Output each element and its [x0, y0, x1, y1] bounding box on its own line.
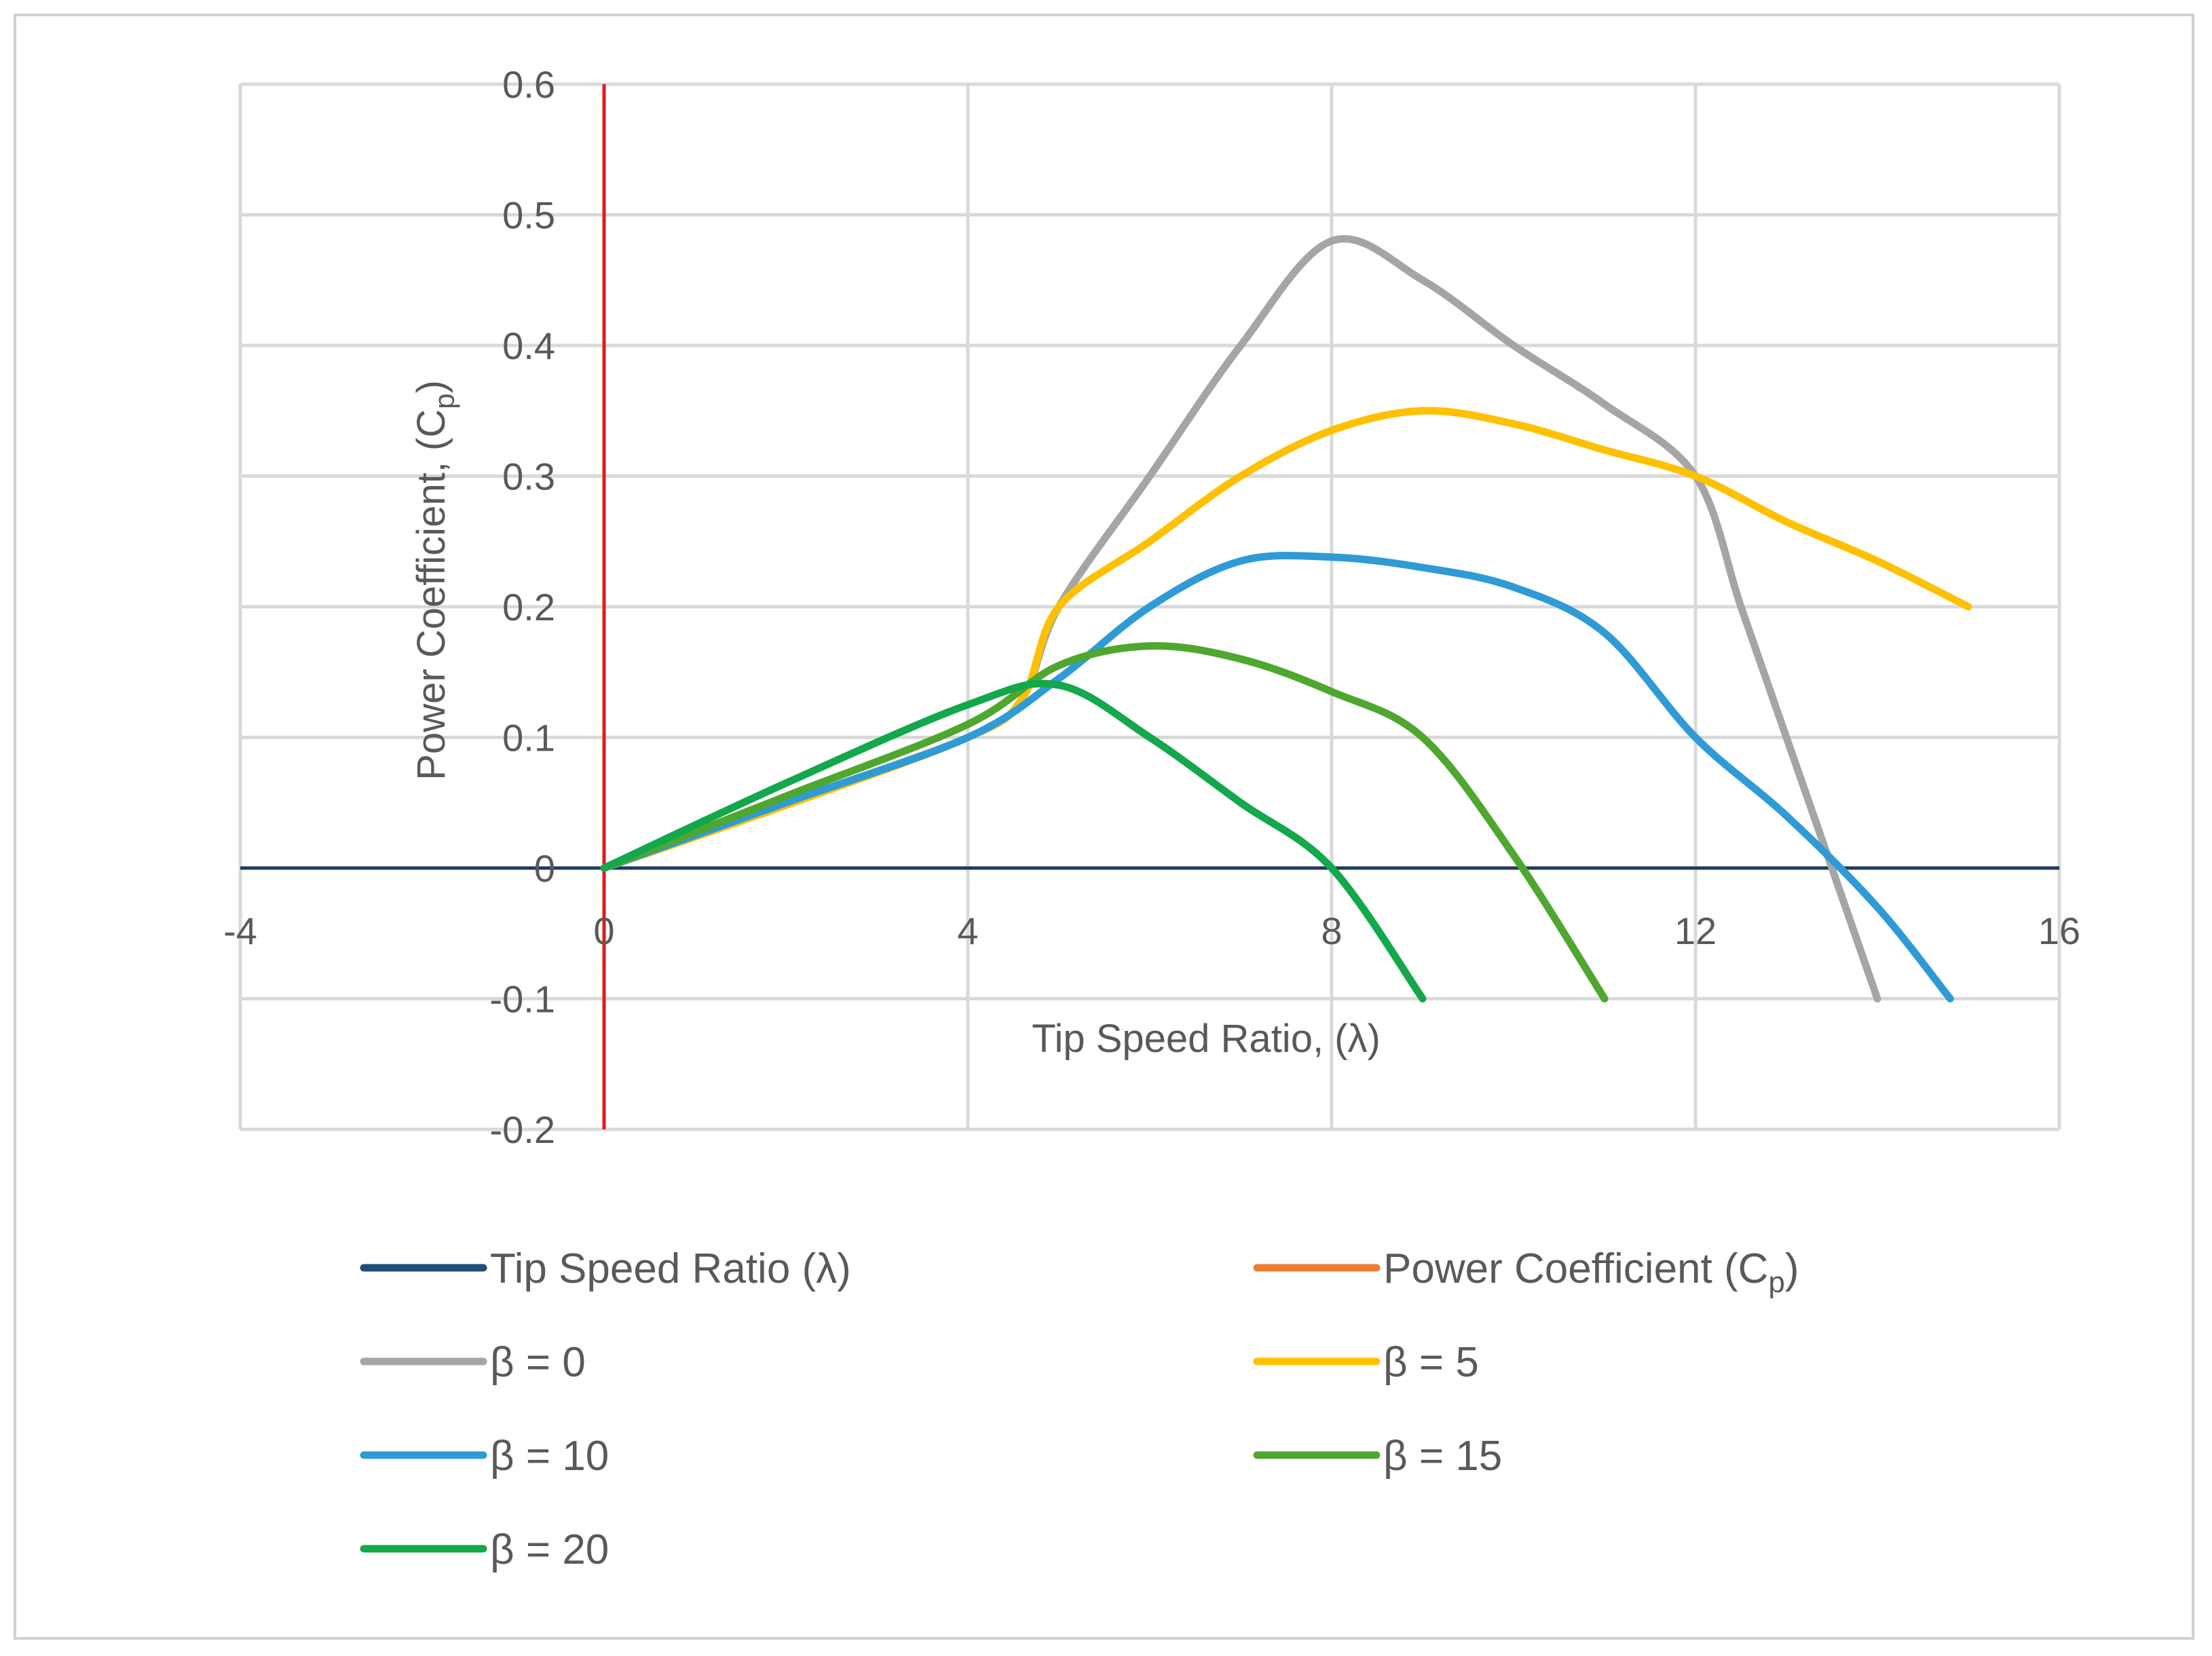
y-tick-label: 0.3	[502, 455, 555, 498]
series-line-4	[600, 642, 1609, 1002]
y-tick-label: 0.2	[502, 586, 555, 628]
y-axis-title: Power Coefficient, (Cp)	[409, 380, 460, 780]
chart-frame	[14, 14, 2194, 1640]
legend-label-2: Power Coefficient (Cp)	[1383, 1245, 1799, 1299]
reference-lines	[240, 84, 2059, 1129]
legend-label-1: Tip Speed Ratio (λ)	[490, 1245, 851, 1292]
legend-label-6: β = 15	[1383, 1433, 1502, 1480]
x-tick-label: 0	[593, 909, 614, 952]
y-tick-label: 0.1	[502, 717, 555, 759]
tick-labels: -4 0 4 8 12 16 -0.2 -0.1 0 0.1 0.2 0.3 0.4 0.5 0.6	[223, 63, 2080, 1151]
legend-label-main: β = 20	[490, 1526, 609, 1573]
legend-label-5: β = 10	[490, 1433, 609, 1480]
legend-label-end: )	[1785, 1245, 1799, 1292]
x-tick-label: 4	[957, 909, 978, 952]
y-tick-label: 0.4	[502, 324, 555, 367]
y-axis-title-sub: p	[428, 394, 460, 409]
y-axis-title-main: Power Coefficient, (C	[409, 409, 453, 780]
y-tick-label: -0.2	[490, 1108, 556, 1151]
series-line-1	[600, 235, 1881, 1002]
legend-label-4: β = 5	[1383, 1339, 1479, 1386]
legend-label-main: β = 10	[490, 1433, 609, 1480]
legend-label-main: Power Coefficient (C	[1383, 1245, 1768, 1292]
x-tick-label: -4	[223, 909, 257, 952]
legend: Tip Speed Ratio (λ) Power Coefficient (Cp…	[360, 1245, 1799, 1573]
series-line-3	[600, 552, 1954, 1002]
legend-label-sub: p	[1768, 1266, 1784, 1299]
series-lines	[600, 235, 1972, 1002]
y-tick-label: 0.5	[502, 194, 555, 237]
y-tick-label: -0.1	[490, 978, 556, 1021]
legend-label-main: β = 0	[490, 1339, 586, 1386]
x-tick-label: 16	[2038, 909, 2080, 952]
legend-label-main: β = 15	[1383, 1433, 1502, 1480]
series-line-5	[600, 679, 1427, 1002]
legend-label-3: β = 0	[490, 1339, 586, 1386]
y-tick-label: 0.6	[502, 63, 555, 106]
legend-label-main: β = 5	[1383, 1339, 1479, 1386]
x-tick-label: 8	[1321, 909, 1342, 952]
legend-label-7: β = 20	[490, 1526, 609, 1573]
x-tick-label: 12	[1674, 909, 1717, 952]
legend-label-main: Tip Speed Ratio (λ)	[490, 1245, 851, 1292]
x-axis-title: Tip Speed Ratio, (λ)	[1032, 1017, 1381, 1061]
y-axis-title-end: )	[409, 380, 453, 393]
y-tick-label: 0	[534, 847, 555, 890]
